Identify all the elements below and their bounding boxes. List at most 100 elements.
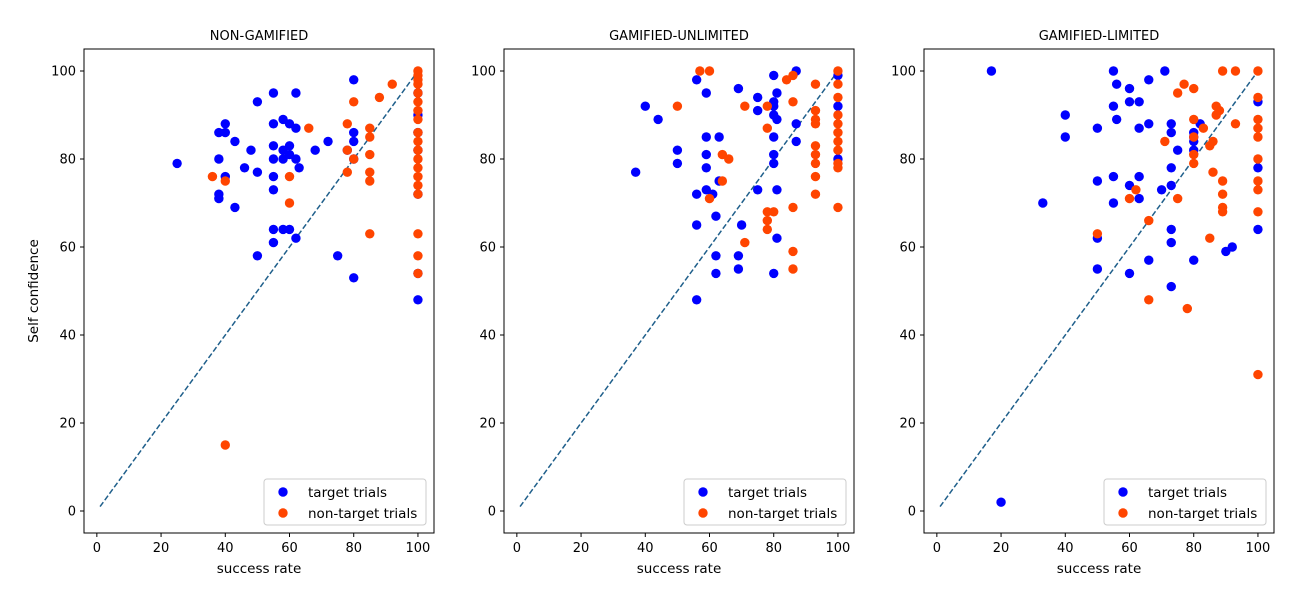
non-target-trial-point	[1217, 66, 1228, 76]
non-target-trial-point	[1253, 114, 1263, 125]
legend-label: non-target trials	[1148, 506, 1257, 522]
non-target-trial-point	[1217, 207, 1228, 217]
non-target-trial-point	[695, 66, 705, 76]
non-target-trial-point	[1172, 88, 1183, 98]
target-trial-point	[294, 163, 304, 173]
non-target-trial-point	[1217, 189, 1228, 199]
reference-diagonal-line	[519, 70, 839, 508]
target-trial-point	[1166, 224, 1176, 235]
target-trial-point	[691, 220, 702, 230]
target-trial-point	[772, 114, 782, 125]
non-target-trial-point	[810, 105, 821, 116]
non-target-trial-point	[413, 88, 423, 98]
target-trial-point	[1124, 97, 1135, 107]
x-tick-label: 20	[993, 541, 1010, 556]
y-tick-label: 0	[68, 505, 76, 520]
target-trial-point	[833, 101, 843, 111]
non-target-trial-point	[833, 92, 843, 103]
non-target-trial-point	[342, 119, 353, 129]
legend-marker-target	[698, 487, 708, 497]
target-trial-point	[323, 136, 333, 147]
target-trial-point	[1253, 224, 1263, 235]
y-tick-label: 20	[899, 417, 916, 432]
non-target-trial-point	[365, 123, 375, 133]
non-target-trial-point	[365, 149, 375, 160]
non-target-trial-point	[1189, 158, 1199, 169]
series-target-trials	[630, 66, 843, 305]
target-trial-point	[701, 163, 711, 173]
target-trial-point	[691, 75, 702, 85]
non-target-trial-point	[762, 224, 773, 235]
target-trial-point	[769, 101, 779, 111]
target-trial-point	[752, 92, 763, 103]
series-non-target-trials	[1092, 66, 1263, 380]
target-trial-point	[332, 251, 343, 261]
x-axis-label: success rate	[1057, 561, 1142, 577]
target-trial-point	[1189, 255, 1199, 265]
non-target-trial-point	[762, 101, 773, 111]
target-trial-point	[769, 70, 779, 81]
target-trial-point	[230, 202, 240, 213]
non-target-trial-point	[342, 167, 353, 177]
target-trial-point	[310, 145, 320, 155]
target-trial-point	[214, 189, 224, 199]
target-trial-point	[268, 154, 279, 164]
non-target-trial-point	[1189, 83, 1199, 94]
target-trial-point	[701, 132, 711, 142]
target-trial-point	[1124, 83, 1135, 94]
non-target-trial-point	[1230, 66, 1241, 76]
target-trial-point	[268, 171, 279, 182]
x-tick-label: 80	[765, 541, 782, 556]
legend-marker-non-target	[278, 508, 288, 518]
non-target-trial-point	[1092, 229, 1103, 239]
non-target-trial-point	[413, 105, 423, 116]
non-target-trial-point	[672, 101, 683, 111]
target-trial-point	[791, 119, 801, 129]
y-tick-label: 0	[908, 505, 916, 520]
non-target-trial-point	[1253, 185, 1263, 195]
target-trial-point	[1108, 101, 1119, 111]
legend-marker-target	[278, 487, 288, 497]
non-target-trial-point	[1124, 193, 1135, 204]
non-target-trial-point	[762, 215, 773, 226]
non-target-trial-point	[413, 180, 423, 191]
target-trial-point	[691, 295, 702, 305]
y-tick-label: 80	[899, 153, 916, 168]
legend-box	[683, 478, 847, 526]
x-tick-label: 60	[281, 541, 298, 556]
target-trial-point	[230, 136, 240, 147]
non-target-trial-point	[1208, 136, 1218, 147]
plot-frame	[83, 48, 435, 534]
non-target-trial-point	[1230, 119, 1241, 129]
legend-label: non-target trials	[728, 506, 837, 522]
non-target-trial-point	[413, 79, 423, 89]
target-trial-point	[1227, 242, 1237, 252]
non-target-trial-point	[724, 154, 734, 164]
non-target-trial-point	[1189, 114, 1199, 125]
target-trial-point	[252, 251, 263, 261]
target-trial-point	[791, 136, 801, 147]
x-tick-label: 0	[933, 541, 941, 556]
non-target-trial-point	[413, 171, 423, 182]
non-target-trial-point	[810, 149, 821, 160]
legend-marker-target	[1118, 487, 1128, 497]
target-trial-point	[630, 167, 641, 177]
non-target-trial-point	[810, 171, 821, 182]
target-trial-point	[291, 123, 301, 133]
target-trial-point	[772, 233, 782, 243]
non-target-trial-point	[220, 176, 230, 186]
target-trial-point	[769, 158, 779, 169]
target-trial-point	[349, 75, 359, 85]
x-tick-label: 100	[406, 541, 431, 556]
non-target-trial-point	[1253, 92, 1263, 103]
non-target-trial-point	[1160, 136, 1170, 147]
non-target-trial-point	[207, 171, 218, 182]
target-trial-point	[1166, 127, 1176, 138]
target-trial-point	[1134, 171, 1144, 182]
x-tick-label: 40	[1057, 541, 1074, 556]
non-target-trial-point	[833, 66, 843, 76]
legend-label: target trials	[1148, 485, 1227, 501]
target-trial-point	[246, 145, 256, 155]
target-trial-point	[752, 185, 763, 195]
